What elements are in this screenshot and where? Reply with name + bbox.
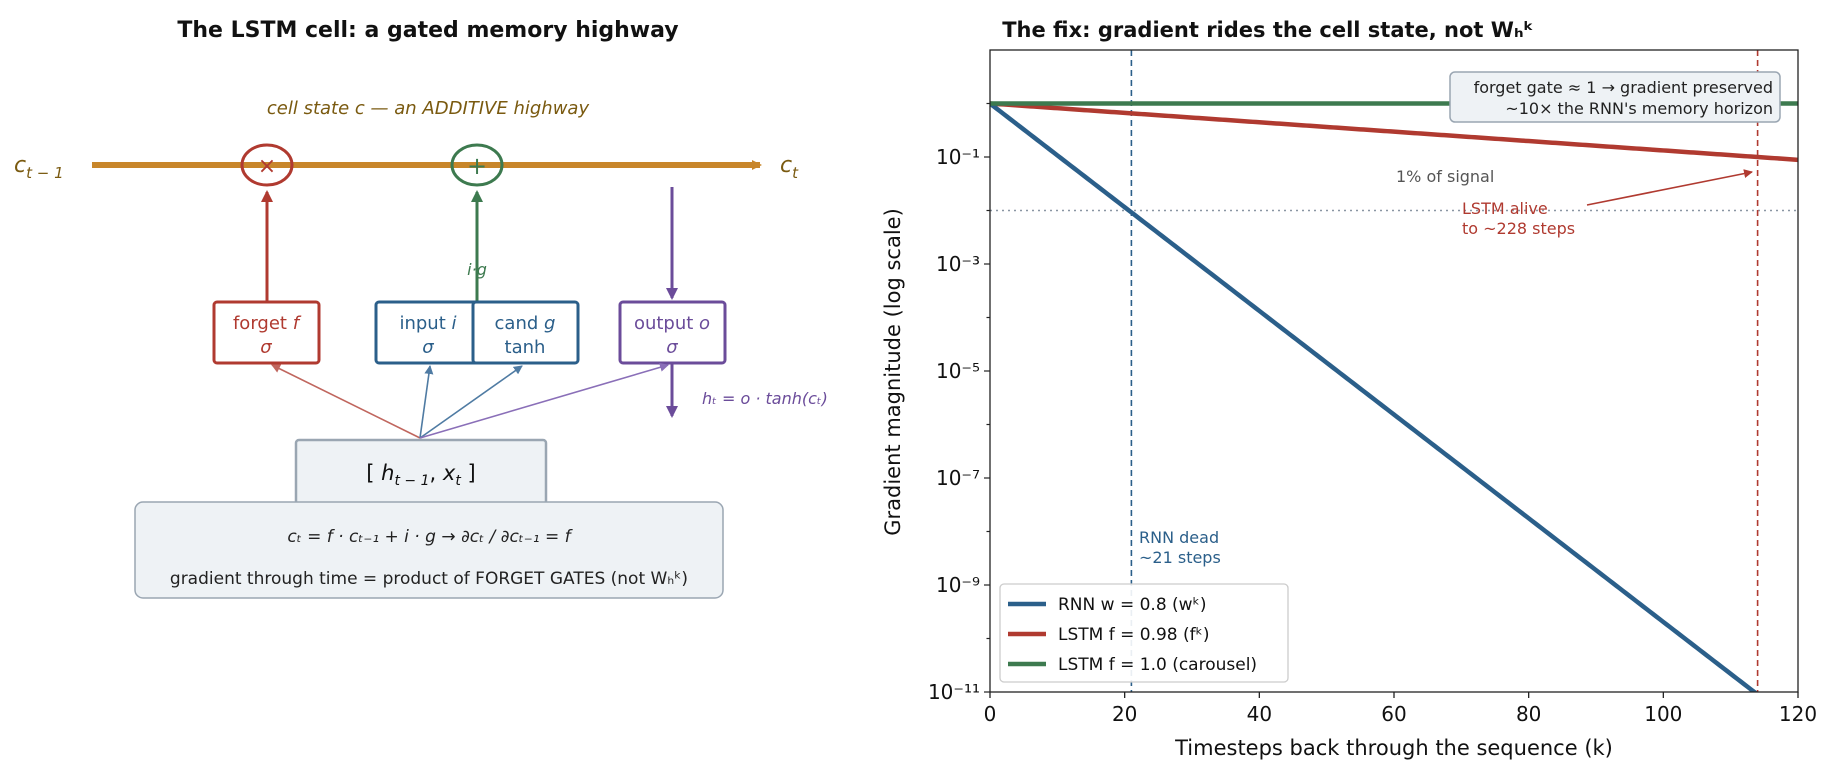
legend-box [999,583,1289,683]
lstm-alive-annotation: LSTM alive to ~228 steps [1462,199,1575,238]
gradient-chart: The fix: gradient rides the cell state, … [881,18,1817,760]
input-to-output-arrow [419,362,669,439]
callout-line1: forget gate ≈ 1 → gradient preserved [1474,78,1773,97]
input-concat-label: [ ht − 1, xt ] [366,461,475,489]
legend-label-0: RNN w = 0.8 (wᵏ) [1058,595,1206,615]
callout-line2: ~10× the RNN's memory horizon [1505,99,1773,118]
equation-line2: gradient through time = product of FORGE… [170,569,688,589]
output-gate-box [618,300,727,365]
rnn-dead-annotation: RNN dead ~21 steps [1139,528,1221,567]
lstm-diagram: The LSTM cell: a gated memory highway ce… [14,18,828,599]
candidate-gate-activation: tanh [505,337,546,358]
x-tick-label: 0 [984,702,997,726]
threshold-label: 1% of signal [1396,167,1494,186]
forget-gate-name: forget f [233,313,302,334]
c-next-label: ct [780,153,799,182]
x-tick-label: 40 [1247,702,1272,726]
y-tick-label: 10⁻⁹ [936,573,980,597]
c-prev-label: ct − 1 [14,153,64,182]
y-tick-label: 10⁻¹¹ [928,680,980,704]
x-tick-label: 80 [1516,702,1541,726]
series-line-1 [990,101,1798,163]
forget-gate: forget f σ [212,300,321,365]
y-tick-label: 10⁻⁵ [936,359,980,383]
x-tick-label: 100 [1644,702,1682,726]
candidate-gate: cand g tanh [471,300,580,365]
x-tick-label: 20 [1112,702,1137,726]
legend-label-1: LSTM f = 0.98 (fᵏ) [1058,625,1210,645]
y-tick-label: 10⁻³ [936,252,980,276]
input-to-input-gate-arrow [419,365,434,439]
input-to-candidate-arrow [419,365,523,439]
forget-gate-box [212,300,321,365]
input-to-forget-arrow [271,364,421,439]
candidate-gate-box [471,300,580,365]
cell-state-label: cell state c — an ADDITIVE highway [267,98,590,119]
multiply-symbol: × [258,154,276,179]
x-tick-label: 120 [1779,702,1817,726]
left-title: The LSTM cell: a gated memory highway [177,18,678,43]
add-symbol: + [467,152,487,180]
ig-label: i·g [467,260,487,279]
multiply-node [240,143,294,187]
equation-box [134,501,724,599]
ht-label: hₜ = o · tanh(cₜ) [702,389,828,408]
output-gate-name: output o [634,313,710,334]
y-tick-label: 10⁻¹ [936,145,980,169]
output-gate: output o σ [618,300,727,365]
x-tick-label: 60 [1381,702,1406,726]
axes: 0 20 40 60 80 100 120 10⁻¹ 10⁻³ 10⁻⁵ 10⁻⁷ 10⁻⁹ 10⁻¹¹ [928,49,1817,726]
input-gate-activation: σ [422,337,434,358]
x-axis-label: Timesteps back through the sequence (k) [1174,736,1613,760]
input-gate: input i σ [374,300,482,365]
legend: RNN w = 0.8 (wᵏ) LSTM f = 0.98 (fᵏ) LSTM f… [999,583,1289,683]
input-gate-name: input i [399,313,456,334]
callout-box: forget gate ≈ 1 → gradient preserved ~10… [1449,71,1781,123]
y-axis-label: Gradient magnitude (log scale) [881,208,905,536]
callout-box-bg [1449,71,1781,123]
lstm-alive-arrow [1586,169,1753,206]
output-gate-activation: σ [666,337,678,358]
forget-gate-activation: σ [260,337,272,358]
chart-title: The fix: gradient rides the cell state, … [1002,18,1534,42]
add-node [450,143,504,187]
equation-line1: cₜ = f · cₜ₋₁ + i · g → ∂cₜ / ∂cₜ₋₁ = f [287,527,573,547]
legend-label-2: LSTM f = 1.0 (carousel) [1058,655,1257,675]
input-concat-box [294,438,548,506]
series-line-0 [990,101,1758,692]
candidate-gate-name: cand g [495,313,556,334]
y-tick-label: 10⁻⁷ [936,466,980,490]
